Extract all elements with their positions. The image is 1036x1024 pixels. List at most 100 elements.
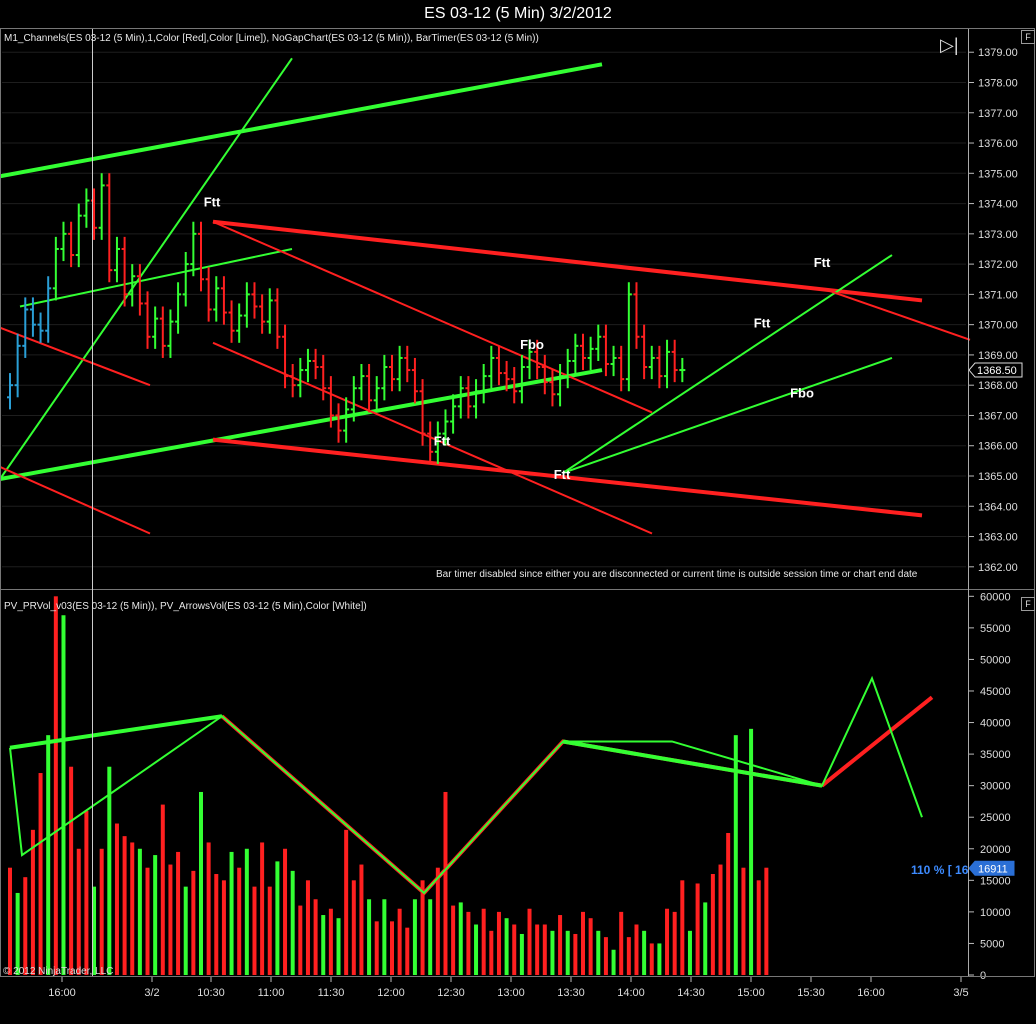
volume-bar (313, 899, 318, 975)
annotation-label: Ftt (814, 255, 831, 270)
volume-bar (321, 915, 326, 975)
volume-tick-label: 50000 (980, 654, 1011, 666)
volume-bar (626, 937, 631, 975)
time-tick-label: 14:00 (617, 987, 645, 999)
volume-bar (657, 943, 662, 975)
volume-bar (603, 937, 608, 975)
volume-tick-label: 15000 (980, 875, 1011, 887)
volume-tick-label: 40000 (980, 718, 1011, 730)
volume-bar (15, 892, 20, 975)
channel-line-green (19, 247, 293, 308)
price-tick-label: 1374.00 (978, 199, 1018, 211)
volume-bar (237, 867, 242, 975)
volume-bar (703, 902, 708, 975)
volume-bar (405, 927, 410, 975)
channel-line-green (0, 368, 603, 481)
price-tick-label: 1377.00 (978, 108, 1018, 120)
volume-bar (305, 880, 310, 975)
time-tick-label: 12:30 (437, 987, 465, 999)
volume-bar (145, 867, 150, 975)
volume-bar (229, 851, 234, 975)
volume-bar (665, 908, 670, 975)
price-tick-label: 1368.00 (978, 380, 1018, 392)
volume-bar (30, 829, 35, 975)
price-tick-label: 1365.00 (978, 471, 1018, 483)
volume-bar (435, 867, 440, 975)
volume-bar (23, 877, 28, 975)
price-tick-label: 1369.00 (978, 350, 1018, 362)
play-to-end-icon[interactable]: ▷| (940, 35, 959, 55)
volume-bar (53, 596, 58, 975)
volume-bar (527, 908, 532, 975)
time-tick-label: 3/2 (144, 987, 159, 999)
price-tick-label: 1367.00 (978, 410, 1018, 422)
volume-bar (382, 899, 387, 975)
price-tick-label: 1363.00 (978, 532, 1018, 544)
volume-bar (8, 867, 12, 975)
volume-tick-label: 55000 (980, 623, 1011, 635)
volume-bar (359, 864, 364, 975)
volume-wave-red (220, 714, 823, 896)
volume-bar (649, 943, 654, 975)
volume-wave-thin (9, 675, 923, 895)
volume-bar (260, 842, 265, 975)
channel-line-red (212, 220, 653, 414)
volume-bar (183, 886, 188, 975)
volume-tick-label: 20000 (980, 844, 1011, 856)
volume-bar (481, 908, 486, 975)
time-tick-label: 14:30 (677, 987, 705, 999)
time-tick-label: 10:30 (197, 987, 225, 999)
volume-wave-red (820, 695, 934, 788)
annotation-label: Fbo (520, 337, 544, 352)
volume-tick-label: 30000 (980, 781, 1011, 793)
volume-bars (8, 596, 769, 975)
volume-bar (412, 899, 417, 975)
time-tick-label: 16:00 (48, 987, 76, 999)
channel-line-green (0, 57, 293, 480)
volume-bar (512, 924, 517, 975)
time-tick-label: 16:00 (857, 987, 885, 999)
volume-bar (558, 915, 563, 975)
volume-bar (122, 836, 127, 975)
volume-bar (290, 870, 295, 975)
volume-bar (283, 848, 288, 975)
volume-bar (672, 911, 677, 975)
time-tick-label: 15:00 (737, 987, 765, 999)
price-tick-label: 1362.00 (978, 562, 1018, 574)
last-price-marker (968, 362, 1023, 378)
volume-bar (596, 930, 601, 975)
volume-bar (680, 880, 685, 975)
volume-axis: 0500010000150002000025000300003500040000… (968, 591, 1015, 982)
volume-bar (588, 918, 593, 975)
volume-bar (451, 905, 456, 975)
copyright-text: © 2012 NinjaTrader, LLC (3, 966, 114, 977)
volume-tick-label: 45000 (980, 686, 1011, 698)
volume-bar (687, 930, 692, 975)
volume-panel-f-button[interactable]: F (1021, 597, 1035, 611)
volume-bar (535, 924, 540, 975)
volume-bar (61, 615, 66, 975)
price-tick-label: 1379.00 (978, 47, 1018, 59)
volume-bar (420, 880, 425, 975)
volume-bar (397, 908, 402, 975)
volume-bar (611, 949, 616, 975)
price-panel-f-button[interactable]: F (1021, 30, 1035, 44)
volume-bar (581, 911, 585, 975)
price-tick-label: 1366.00 (978, 441, 1018, 453)
volume-bar (46, 735, 51, 975)
volume-bar (374, 921, 379, 975)
window-title: ES 03-12 (5 Min) 3/2/2012 (0, 0, 1036, 28)
time-tick-label: 3/5 (953, 987, 968, 999)
volume-bar (519, 933, 524, 975)
annotation-label: Ftt (204, 195, 221, 210)
volume-bar (298, 905, 303, 975)
volume-bar (710, 874, 715, 975)
price-tick-label: 1376.00 (978, 138, 1018, 150)
volume-bar (390, 921, 394, 975)
volume-bar (489, 930, 494, 975)
price-tick-label: 1372.00 (978, 259, 1018, 271)
price-tick-label: 1373.00 (978, 229, 1018, 241)
volume-tick-label: 10000 (980, 907, 1011, 919)
volume-bar (76, 848, 81, 975)
